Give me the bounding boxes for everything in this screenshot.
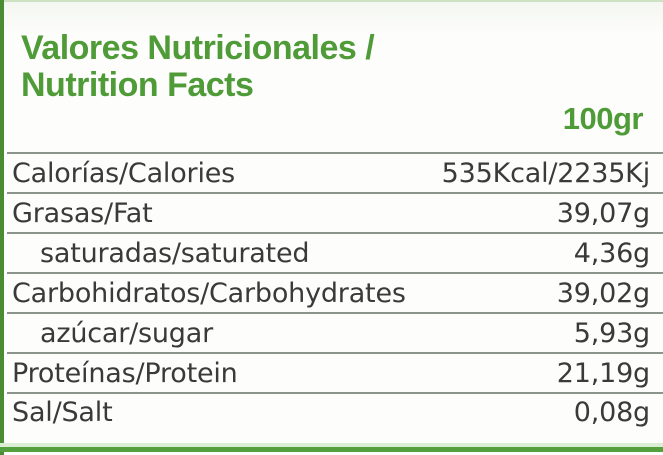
nutrient-value: 5,93g [573, 317, 650, 349]
left-border-bar [0, 0, 4, 455]
label-header: Valores Nutricionales / Nutrition Facts 1… [0, 0, 663, 137]
nutrient-name: Grasas/Fat [12, 197, 153, 229]
nutrition-row-salt: Sal/Salt 0,08g [7, 394, 663, 447]
nutrient-name: Calorías/Calories [12, 157, 236, 189]
nutrient-name: Carbohidratos/Carbohydrates [12, 277, 406, 309]
nutrient-value: 21,19g [556, 357, 650, 389]
nutrient-name: Sal/Salt [12, 397, 113, 428]
nutrient-value: 4,36g [573, 237, 650, 269]
nutrition-row-carbohydrates: Carbohidratos/Carbohydrates 39,02g [7, 274, 663, 314]
nutrient-value: 0,08g [573, 397, 650, 428]
nutrition-row-sugar: azúcar/sugar 5,93g [7, 314, 663, 354]
nutrient-name: saturadas/saturated [40, 237, 310, 269]
title-line-1: Valores Nutricionales / [21, 29, 375, 67]
nutrient-value: 39,02g [556, 277, 650, 309]
nutrient-name: azúcar/sugar [40, 317, 213, 349]
bottom-border-band [0, 447, 663, 452]
nutrient-value: 535Kcal/2235Kj [441, 157, 651, 189]
nutrition-row-calories: Calorías/Calories 535Kcal/2235Kj [7, 154, 663, 194]
nutrient-value: 39,07g [556, 197, 650, 229]
nutrition-row-fat: Grasas/Fat 39,07g [7, 194, 663, 234]
page-title: Valores Nutricionales / Nutrition Facts [21, 30, 643, 104]
top-border-line [0, 0, 663, 2]
title-line-2: Nutrition Facts [21, 66, 254, 104]
nutrition-row-protein: Proteínas/Protein 21,19g [7, 354, 663, 394]
serving-size: 100gr [562, 101, 644, 136]
nutrition-table: Calorías/Calories 535Kcal/2235Kj Grasas/… [7, 152, 663, 447]
nutrient-name: Proteínas/Protein [12, 357, 238, 389]
nutrition-row-saturated: saturadas/saturated 4,36g [7, 234, 663, 274]
